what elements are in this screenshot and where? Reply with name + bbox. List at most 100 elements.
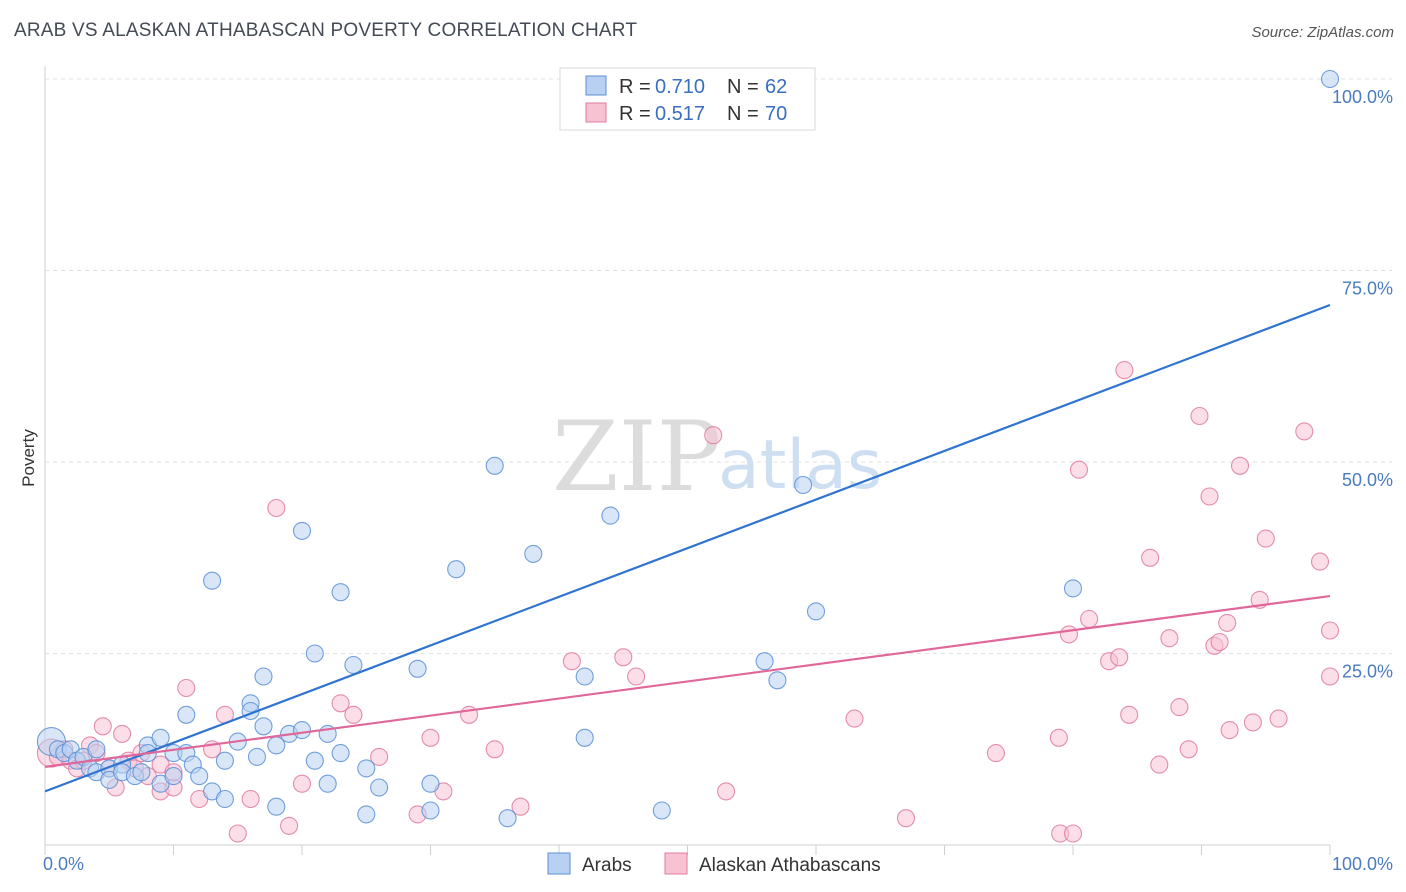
point-athabascans-37	[511, 797, 530, 816]
watermark: ZIP atlas	[552, 401, 882, 513]
point-athabascans-61	[1069, 460, 1089, 479]
point-athabascans-41	[704, 426, 723, 445]
point-athabascans-26	[267, 498, 286, 518]
point-athabascans-74	[1310, 552, 1330, 571]
point-athabascans-57	[1295, 422, 1314, 441]
point-arabs-21	[177, 705, 196, 724]
point-arabs-65	[1063, 579, 1083, 598]
y-tick-labels: 100.0% 75.0% 50.0% 25.0%	[1332, 87, 1393, 682]
point-arabs-50	[408, 659, 427, 678]
point-arabs-38	[292, 721, 312, 740]
point-arabs-63	[794, 475, 813, 495]
trend-lines	[44, 303, 1331, 793]
gridlines	[45, 78, 1392, 654]
point-athabascans-31	[370, 747, 389, 766]
x-tick-label-max: 100.0%	[1332, 854, 1393, 874]
series-legend-swatch-arabs	[547, 852, 571, 875]
point-arabs-60	[652, 801, 671, 820]
point-athabascans-50	[1179, 740, 1198, 759]
point-arabs-55	[498, 809, 517, 828]
point-arabs-32	[247, 747, 267, 766]
stats-legend-r-label-arabs: R =	[619, 76, 651, 98]
series-legend-label-athabascans: Alaskan Athabascans	[699, 855, 881, 876]
y-tick-label-100: 100.0%	[1332, 87, 1393, 107]
point-athabascans-25	[241, 789, 260, 809]
y-axis-label: Poverty	[19, 429, 38, 487]
data-points	[36, 69, 1340, 843]
point-athabascans-52	[1218, 613, 1237, 632]
point-arabs-33	[254, 667, 273, 686]
y-tick-label-75: 75.0%	[1342, 279, 1393, 299]
stats-legend-swatch-arabs	[585, 75, 607, 96]
point-athabascans-45	[986, 744, 1005, 763]
axes	[44, 66, 1331, 855]
point-athabascans-44	[896, 809, 916, 828]
point-athabascans-33	[421, 728, 440, 747]
point-arabs-52	[421, 801, 440, 820]
point-arabs-44	[331, 583, 350, 602]
point-athabascans-47	[1063, 824, 1083, 843]
point-arabs-24	[190, 767, 209, 786]
y-tick-label-25: 25.0%	[1342, 662, 1393, 682]
series-legend: Arabs Alaskan Athabascans	[547, 852, 881, 876]
point-athabascans-56	[1269, 709, 1288, 728]
stats-legend-r-label-athabascans: R =	[619, 103, 651, 125]
point-arabs-58	[575, 728, 594, 747]
point-athabascans-29	[331, 694, 350, 713]
point-arabs-34	[254, 717, 273, 736]
trend-line-athabascans	[44, 594, 1331, 768]
stats-legend-n-label-athabascans: N =	[727, 103, 759, 125]
point-athabascans-68	[1170, 698, 1189, 717]
y-tick-label-50: 50.0%	[1342, 470, 1393, 490]
trend-line-arabs	[44, 303, 1331, 793]
point-athabascans-20	[177, 678, 196, 698]
point-arabs-62	[768, 671, 787, 690]
point-athabascans-49	[1141, 548, 1160, 567]
point-athabascans-27	[280, 816, 299, 835]
point-athabascans-55	[1256, 529, 1275, 548]
stats-legend-n-label-arabs: N =	[727, 76, 759, 98]
point-athabascans-48	[1115, 361, 1134, 380]
point-athabascans-8	[93, 717, 112, 736]
x-tick-labels: 0.0% 100.0%	[43, 854, 1393, 874]
point-arabs-27	[215, 789, 234, 809]
series-legend-swatch-athabascans	[664, 852, 688, 875]
point-arabs-8	[87, 740, 106, 759]
point-arabs-41	[305, 751, 324, 770]
point-arabs-57	[575, 667, 594, 686]
point-athabascans-38	[562, 652, 581, 671]
point-athabascans-75	[1320, 621, 1340, 640]
point-arabs-45	[331, 744, 350, 763]
point-athabascans-53	[1230, 456, 1250, 475]
point-arabs-56	[524, 544, 543, 563]
stats-legend-swatch-athabascans	[585, 102, 607, 123]
point-athabascans-66	[1150, 755, 1169, 774]
point-athabascans-36	[485, 740, 504, 759]
source-credit: Source: ZipAtlas.com	[1251, 24, 1394, 41]
point-athabascans-59	[1049, 728, 1068, 747]
stats-legend-r-value-arabs: 0.710	[655, 76, 705, 98]
point-arabs-36	[267, 797, 286, 816]
point-arabs-20	[164, 767, 183, 786]
watermark-zip: ZIP	[552, 401, 721, 513]
point-arabs-53	[447, 560, 466, 579]
point-athabascans-43	[845, 709, 864, 728]
point-athabascans-69	[1190, 406, 1209, 426]
point-athabascans-62	[1080, 609, 1099, 629]
point-arabs-39	[292, 521, 312, 540]
point-arabs-66	[1320, 69, 1340, 89]
point-athabascans-54	[1243, 713, 1262, 732]
x-tick-label-min: 0.0%	[43, 854, 84, 874]
point-arabs-43	[318, 774, 337, 793]
point-arabs-40	[305, 644, 324, 663]
point-athabascans-71	[1210, 632, 1229, 652]
point-athabascans-65	[1120, 705, 1139, 724]
point-arabs-46	[344, 655, 363, 675]
point-arabs-54	[485, 456, 504, 475]
point-athabascans-30	[344, 705, 363, 724]
point-arabs-28	[215, 751, 234, 770]
point-athabascans-24	[228, 824, 247, 843]
point-athabascans-60	[1059, 625, 1079, 644]
point-athabascans-11	[113, 724, 132, 743]
